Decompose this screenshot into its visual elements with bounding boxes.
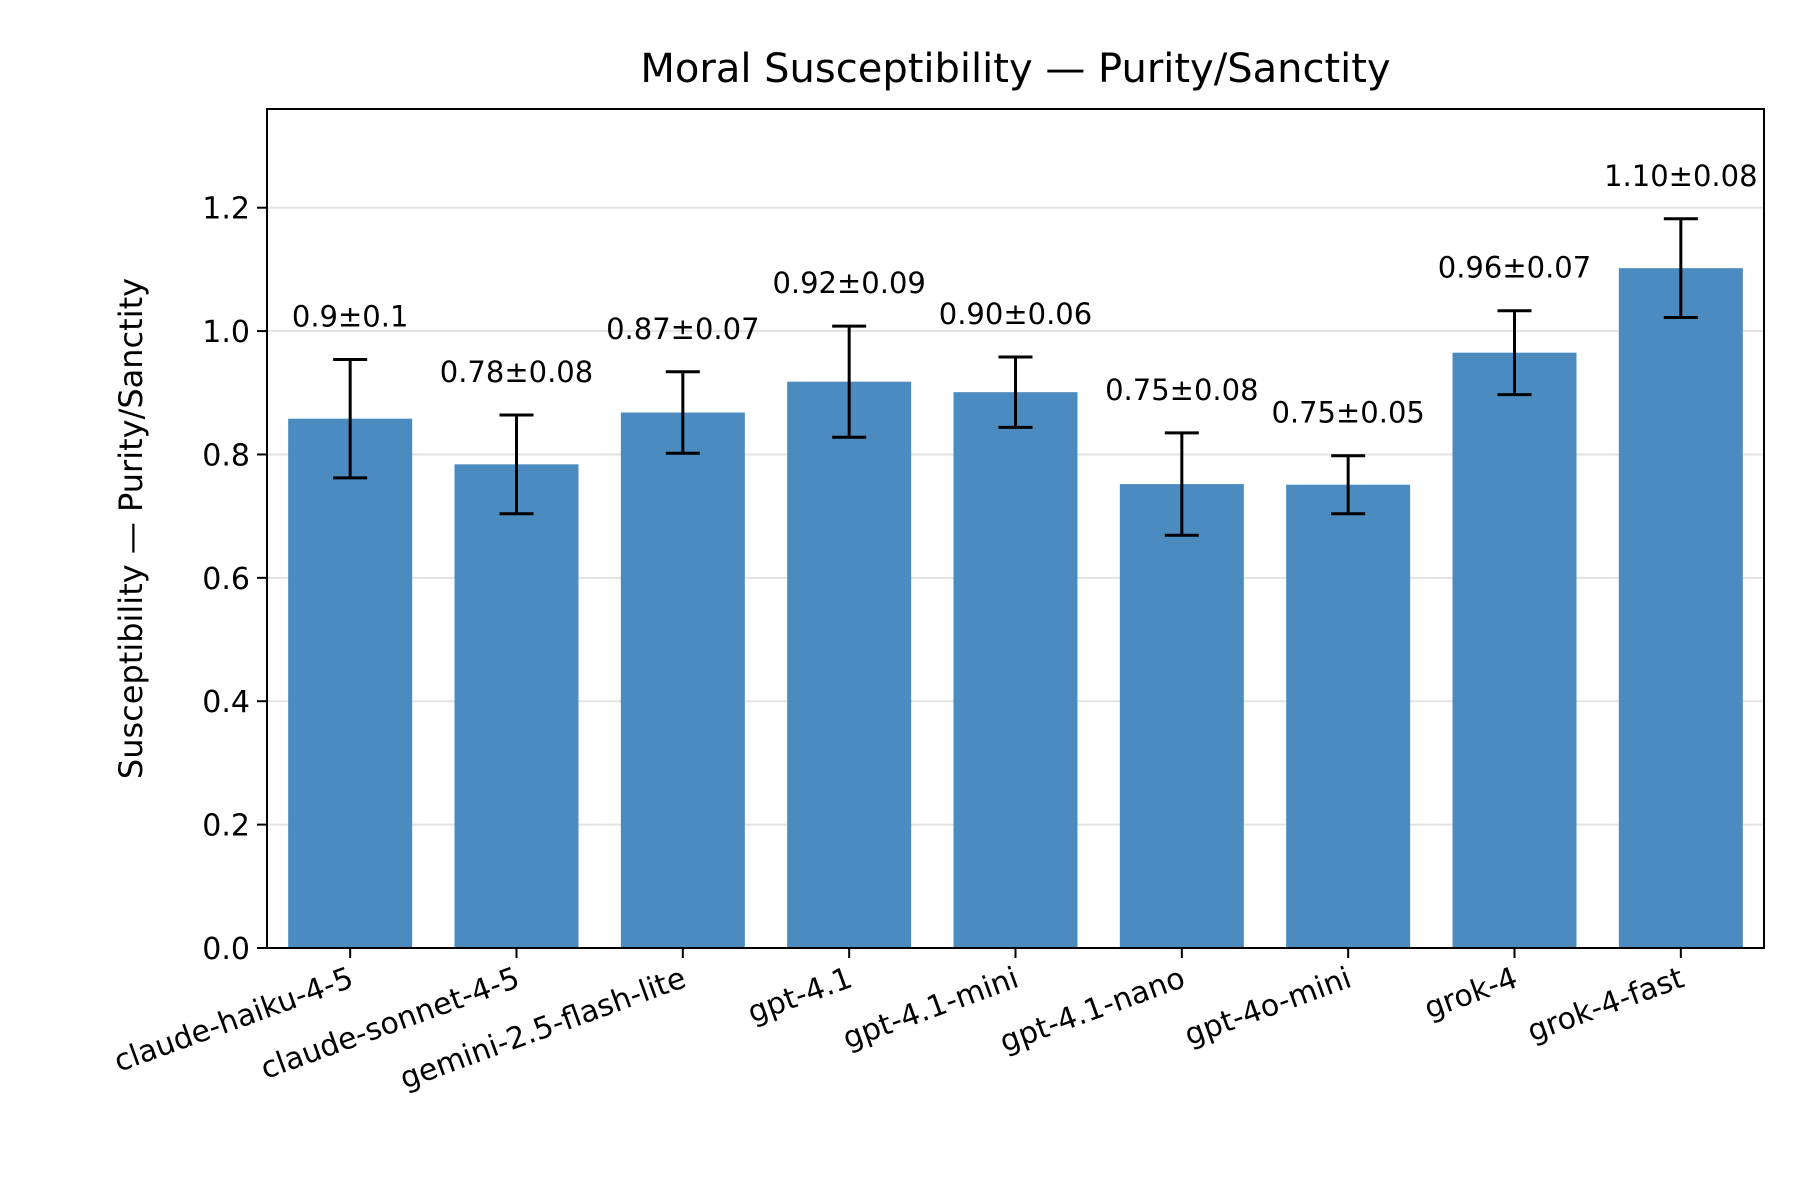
bar [1119,484,1244,948]
data-label: 0.92±0.09 [772,266,925,300]
y-tick-label: 1.0 [202,315,250,350]
x-tick-label: gpt-4.1-nano [995,961,1189,1060]
data-label: 0.9±0.1 [292,299,409,333]
data-label: 1.10±0.08 [1604,159,1757,193]
y-tick-label: 0.0 [202,932,250,967]
chart-title: Moral Susceptibility — Purity/Sanctity [640,46,1390,92]
x-tick-label: gpt-4.1 [743,961,857,1031]
x-axis-ticks: claude-haiku-4-5claude-sonnet-4-5gemini-… [110,948,1689,1097]
y-tick-label: 0.8 [202,438,250,473]
y-tick-label: 0.4 [202,685,250,720]
error-bars [333,217,1698,537]
bar [953,392,1078,949]
data-label: 0.96±0.07 [1438,251,1591,285]
data-labels: 0.9±0.1 0.78±0.08 0.87±0.07 0.92±0.09 0.90±0… [292,159,1758,430]
data-label: 0.87±0.07 [606,312,759,346]
x-tick-label: grok-4-fast [1523,961,1689,1050]
y-axis-ticks: 0.0 0.2 0.4 0.6 0.8 1.0 1.2 [202,192,267,967]
data-label: 0.78±0.08 [440,355,593,389]
x-tick-label: gpt-4.1-mini [838,961,1023,1057]
bar [620,412,745,948]
y-tick-label: 1.2 [202,192,250,227]
y-tick-label: 0.6 [202,562,250,597]
data-label: 0.75±0.08 [1105,373,1258,407]
bars [288,268,1743,949]
x-tick-label: gemini-2.5-flash-lite [395,961,690,1097]
bar [787,381,912,948]
bar [1618,268,1743,949]
data-label: 0.75±0.05 [1271,396,1424,430]
bar [1286,484,1411,948]
bar [288,418,413,948]
y-tick-label: 0.2 [202,809,250,844]
y-axis-label: Susceptibility — Purity/Sanctity [112,278,150,779]
bar [1452,352,1577,948]
x-tick-label: grok-4 [1420,961,1523,1027]
x-tick-label: gpt-4o-mini [1180,961,1356,1054]
bar [454,464,579,948]
data-label: 0.90±0.06 [939,297,1092,331]
